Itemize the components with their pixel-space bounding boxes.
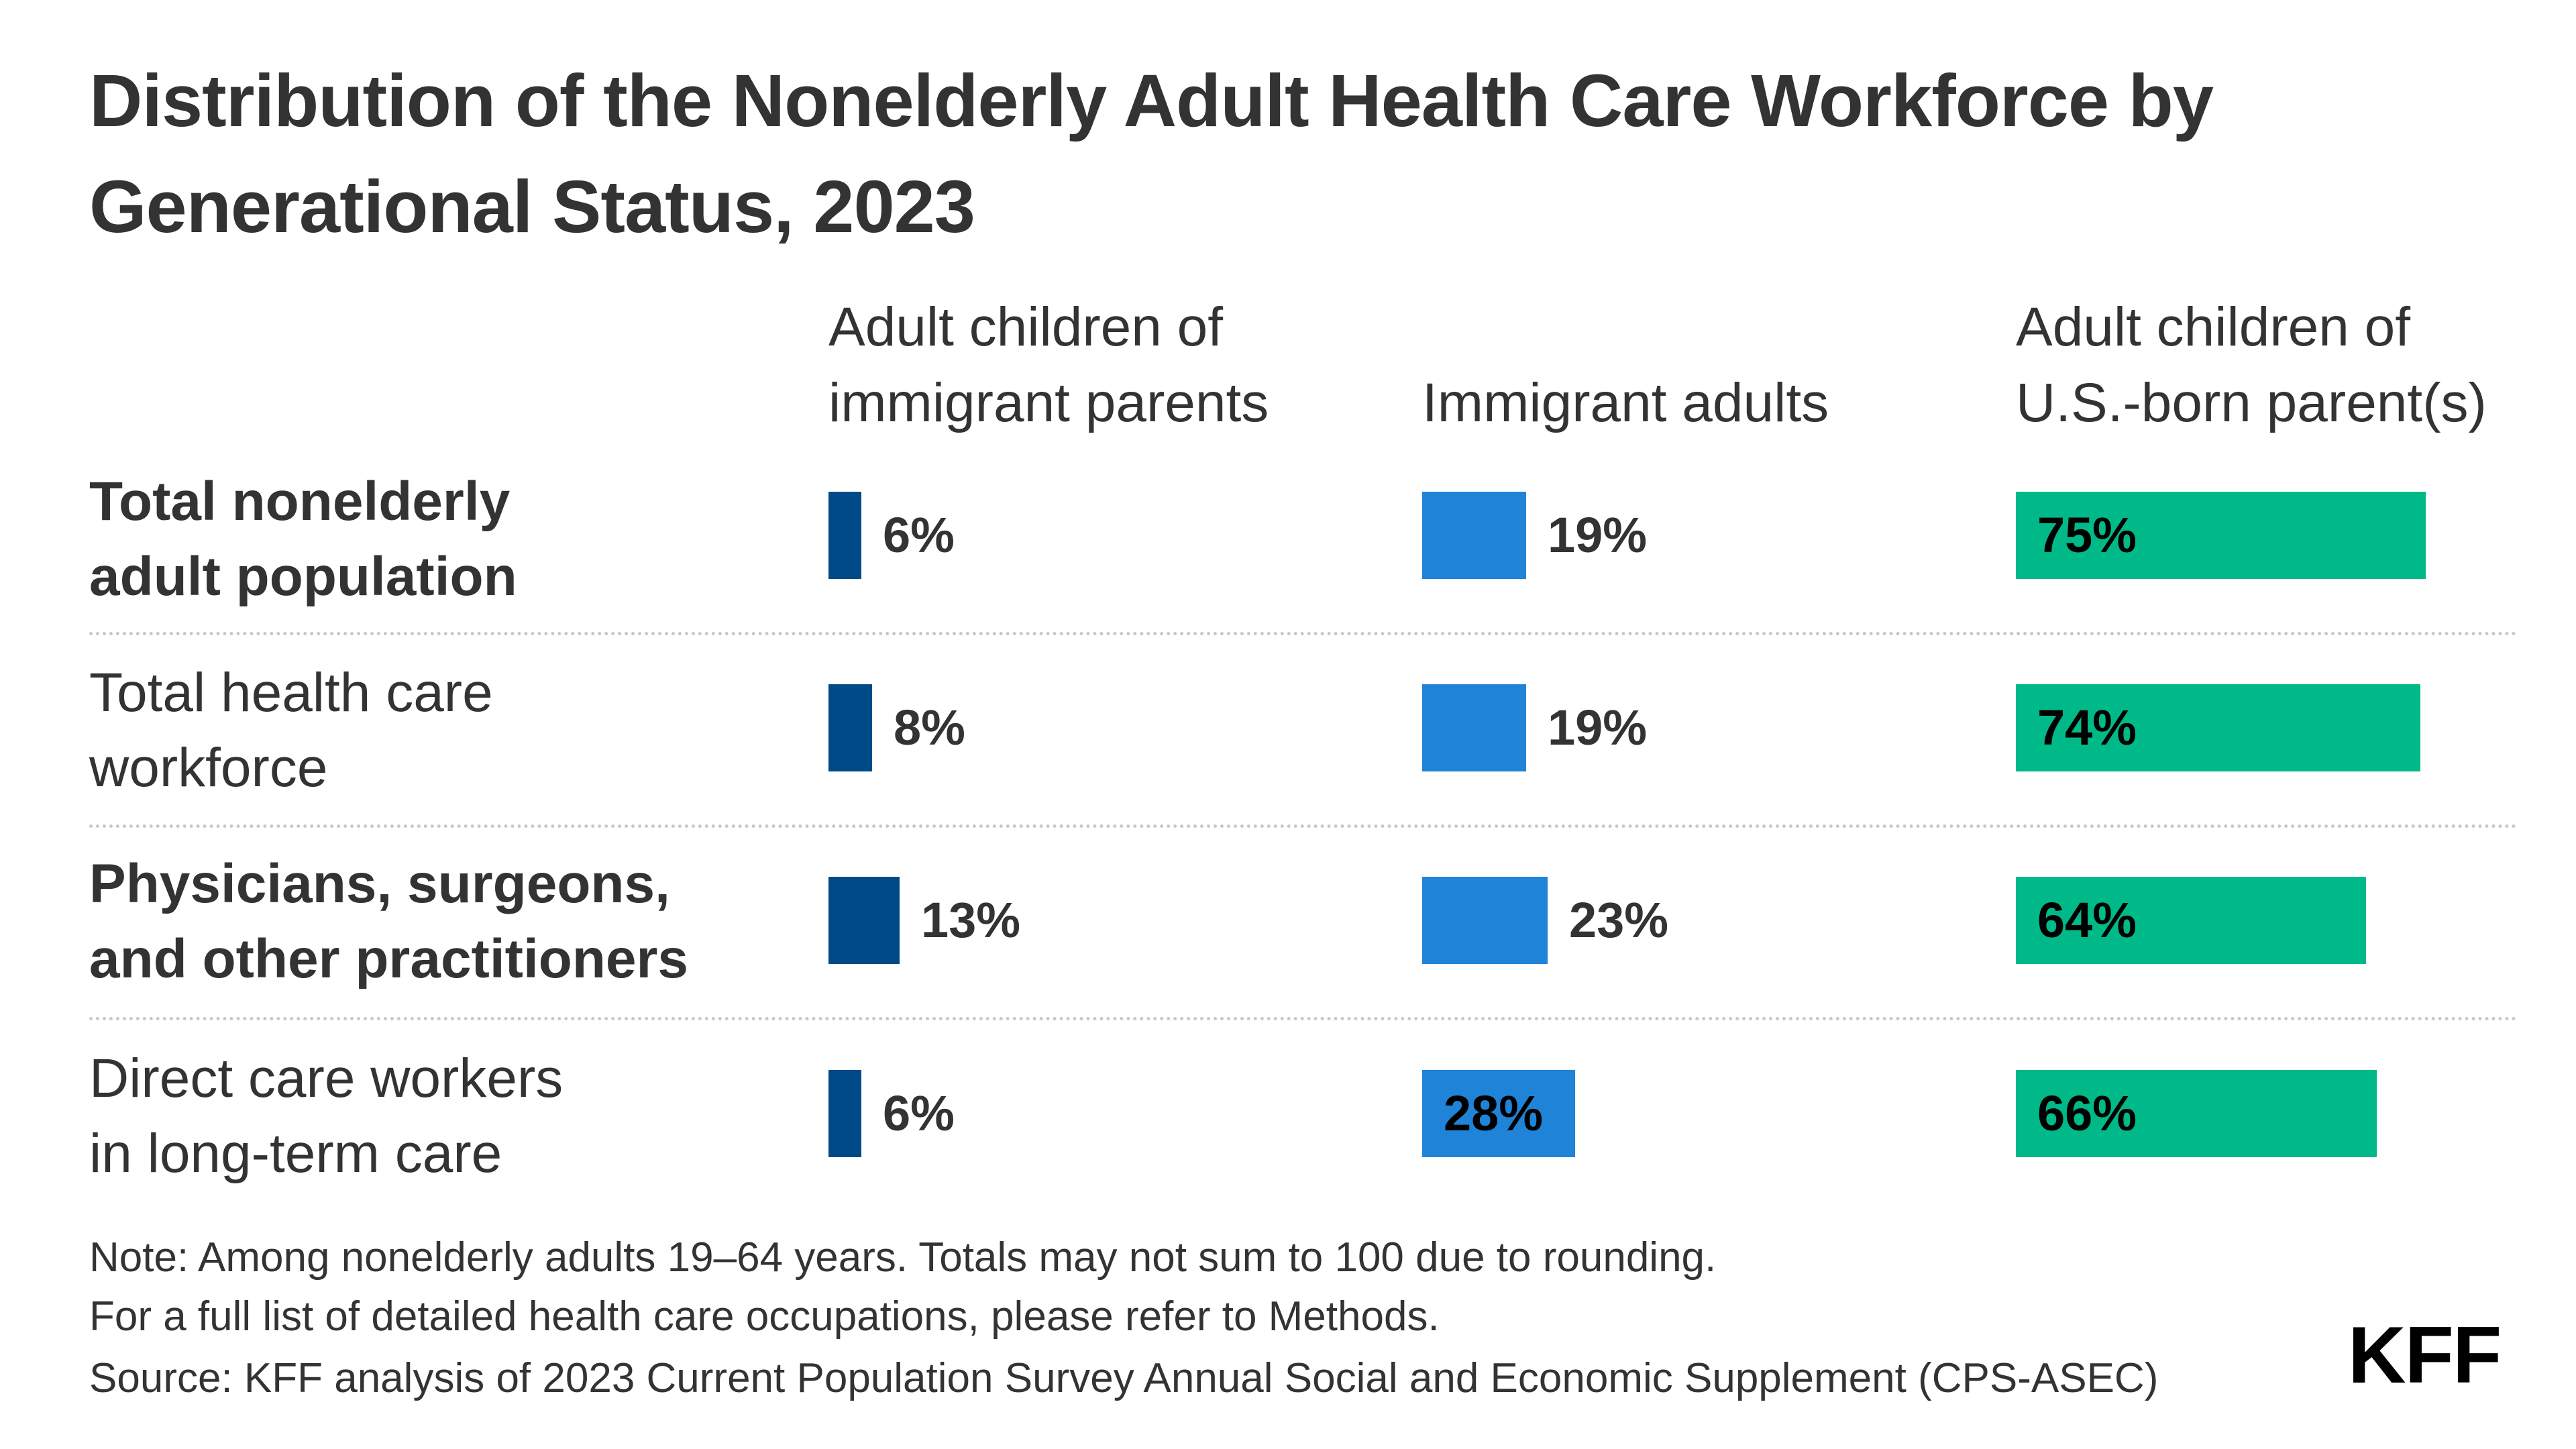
column-header-2-line-2: Immigrant adults — [1422, 372, 1829, 433]
row-divider-3 — [89, 1017, 2518, 1020]
data-label-series-2-row-2: 19% — [1548, 700, 1648, 755]
column-header-1-line-2: immigrant parents — [828, 372, 1269, 433]
row-label-3-line-1: Physicians, surgeons, — [89, 853, 670, 914]
data-label-series-3-row-2: 74% — [2037, 700, 2137, 755]
row-divider-1 — [89, 632, 2518, 635]
source-note: Source: KFF analysis of 2023 Current Pop… — [89, 1355, 2159, 1401]
bar-series-2-row-3 — [1422, 877, 1548, 964]
bar-series-3-row-4 — [2016, 1070, 2377, 1157]
footnote-1: Note: Among nonelderly adults 19–64 year… — [89, 1234, 1717, 1281]
data-label-series-3-row-1: 75% — [2037, 507, 2137, 563]
row-label-1-line-2: adult population — [89, 546, 517, 607]
bar-series-1-row-3 — [828, 877, 900, 964]
footnote-2: For a full list of detailed health care … — [89, 1293, 1440, 1340]
row-label-1-line-1: Total nonelderly — [89, 471, 511, 532]
bar-series-2-row-2 — [1422, 684, 1526, 771]
bar-series-1-row-2 — [828, 684, 872, 771]
data-label-series-1-row-1: 6% — [883, 507, 955, 563]
data-label-series-3-row-4: 66% — [2037, 1085, 2137, 1141]
row-label-2-line-1: Total health care — [89, 662, 493, 723]
bar-series-2-row-4 — [1422, 1070, 1575, 1157]
row-label-3-line-2: and other practitioners — [89, 928, 689, 989]
data-label-series-1-row-2: 8% — [894, 700, 965, 755]
column-header-3-line-1: Adult children of — [2016, 297, 2411, 358]
data-label-series-2-row-1: 19% — [1548, 507, 1648, 563]
kff-logo: KFF — [2348, 1310, 2502, 1400]
bar-series-3-row-2 — [2016, 684, 2420, 771]
bar-series-3-row-3 — [2016, 877, 2366, 964]
row-label-2-line-2: workforce — [89, 737, 328, 798]
row-divider-2 — [89, 824, 2518, 828]
data-label-series-2-row-3: 23% — [1569, 892, 1669, 948]
bar-series-1-row-1 — [828, 492, 861, 579]
row-label-4-line-1: Direct care workers — [89, 1048, 564, 1109]
column-header-3-line-2: U.S.-born parent(s) — [2016, 372, 2487, 433]
data-label-series-3-row-3: 64% — [2037, 892, 2137, 948]
bar-series-3-row-1 — [2016, 492, 2426, 579]
bar-series-1-row-4 — [828, 1070, 861, 1157]
chart-title: Distribution of the Nonelderly Adult Hea… — [89, 60, 2214, 248]
data-label-series-2-row-4: 28% — [1444, 1085, 1544, 1141]
data-label-series-1-row-3: 13% — [921, 892, 1021, 948]
column-header-1-line-1: Adult children of — [828, 297, 1224, 358]
data-label-series-1-row-4: 6% — [883, 1085, 955, 1141]
bar-series-2-row-1 — [1422, 492, 1526, 579]
row-label-4-line-2: in long-term care — [89, 1123, 502, 1184]
